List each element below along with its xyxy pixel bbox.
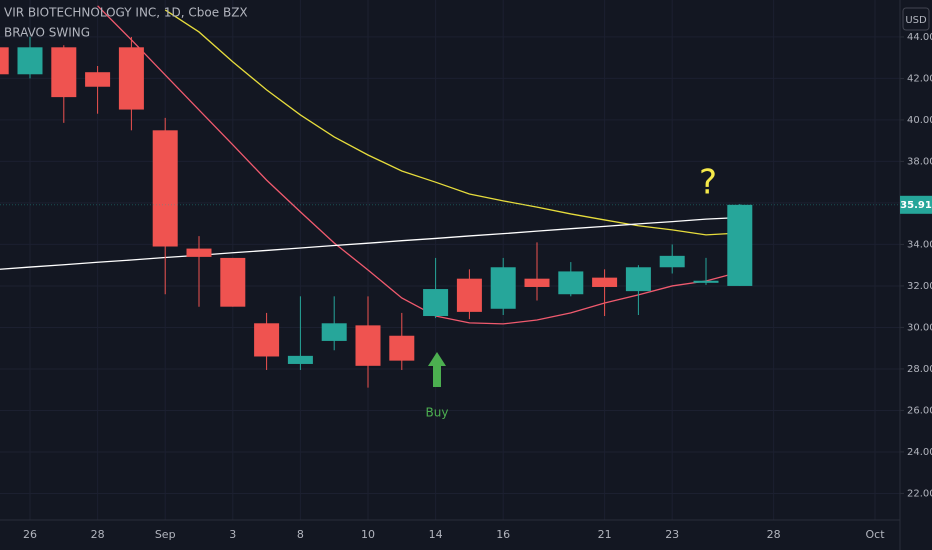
x-tick-label: Sep xyxy=(155,528,176,541)
candle-body xyxy=(51,47,77,98)
candle-body xyxy=(355,325,381,366)
question-mark: ? xyxy=(699,163,717,203)
candle-body xyxy=(287,355,313,364)
x-tick-label: 14 xyxy=(429,528,443,541)
y-tick-label: 38.00 xyxy=(907,156,932,167)
y-tick-label: 24.00 xyxy=(907,447,932,458)
candle-body xyxy=(592,277,618,287)
y-tick-label: 26.00 xyxy=(907,405,932,416)
x-tick-label: 26 xyxy=(23,528,37,541)
candle-body xyxy=(254,323,280,357)
candle-body xyxy=(321,323,347,341)
candle-body xyxy=(85,72,111,87)
x-tick-label: 21 xyxy=(598,528,612,541)
candle-body xyxy=(727,204,753,286)
indicator-line xyxy=(164,9,740,236)
y-tick-label: 34.00 xyxy=(907,239,932,250)
candle-body xyxy=(220,257,246,307)
candle-body xyxy=(693,280,719,283)
y-tick-label: 44.00 xyxy=(907,32,932,43)
candle-body xyxy=(490,267,516,309)
currency[interactable]: USD xyxy=(905,15,927,26)
y-tick-label: 32.00 xyxy=(907,281,932,292)
x-tick-label: Oct xyxy=(865,528,885,541)
candle-body xyxy=(0,47,9,75)
plot-area: Buy? xyxy=(0,5,900,420)
y-tick-label: 30.00 xyxy=(907,322,932,333)
indicator-name: BRAVO SWING xyxy=(4,26,90,40)
candle-body xyxy=(558,271,584,295)
candle-body xyxy=(152,130,178,247)
candle-body xyxy=(659,255,685,268)
buy-arrow xyxy=(428,352,446,387)
candle-body xyxy=(118,47,144,110)
candle-body xyxy=(456,278,482,312)
candle-body xyxy=(186,248,212,257)
buy-label: Buy xyxy=(426,406,449,420)
last-price-label: 35.91 xyxy=(900,200,932,211)
y-tick-label: 42.00 xyxy=(907,73,932,84)
indicator-line xyxy=(97,5,740,325)
x-tick-label: 28 xyxy=(767,528,781,541)
axes: 22.0024.0026.0028.0030.0032.0034.0036.00… xyxy=(23,32,932,541)
candle-body xyxy=(524,278,550,287)
indicator-line xyxy=(0,216,740,270)
candle-body xyxy=(423,289,449,317)
y-tick-label: 22.00 xyxy=(907,488,932,499)
x-tick-label: 23 xyxy=(665,528,679,541)
x-tick-label: 8 xyxy=(297,528,304,541)
candle-body xyxy=(625,267,651,292)
chart-title: VIR BIOTECHNOLOGY INC, 1D, Cboe BZX xyxy=(4,6,248,20)
y-tick-label: 28.00 xyxy=(907,364,932,375)
y-tick-label: 40.00 xyxy=(907,115,932,126)
x-tick-label: 16 xyxy=(496,528,510,541)
currency-box[interactable] xyxy=(902,7,930,31)
last-price-box xyxy=(900,195,932,214)
x-tick-label: 10 xyxy=(361,528,375,541)
candle-body xyxy=(17,47,43,75)
x-tick-label: 28 xyxy=(91,528,105,541)
candle-body xyxy=(389,335,415,361)
x-tick-label: 3 xyxy=(229,528,236,541)
